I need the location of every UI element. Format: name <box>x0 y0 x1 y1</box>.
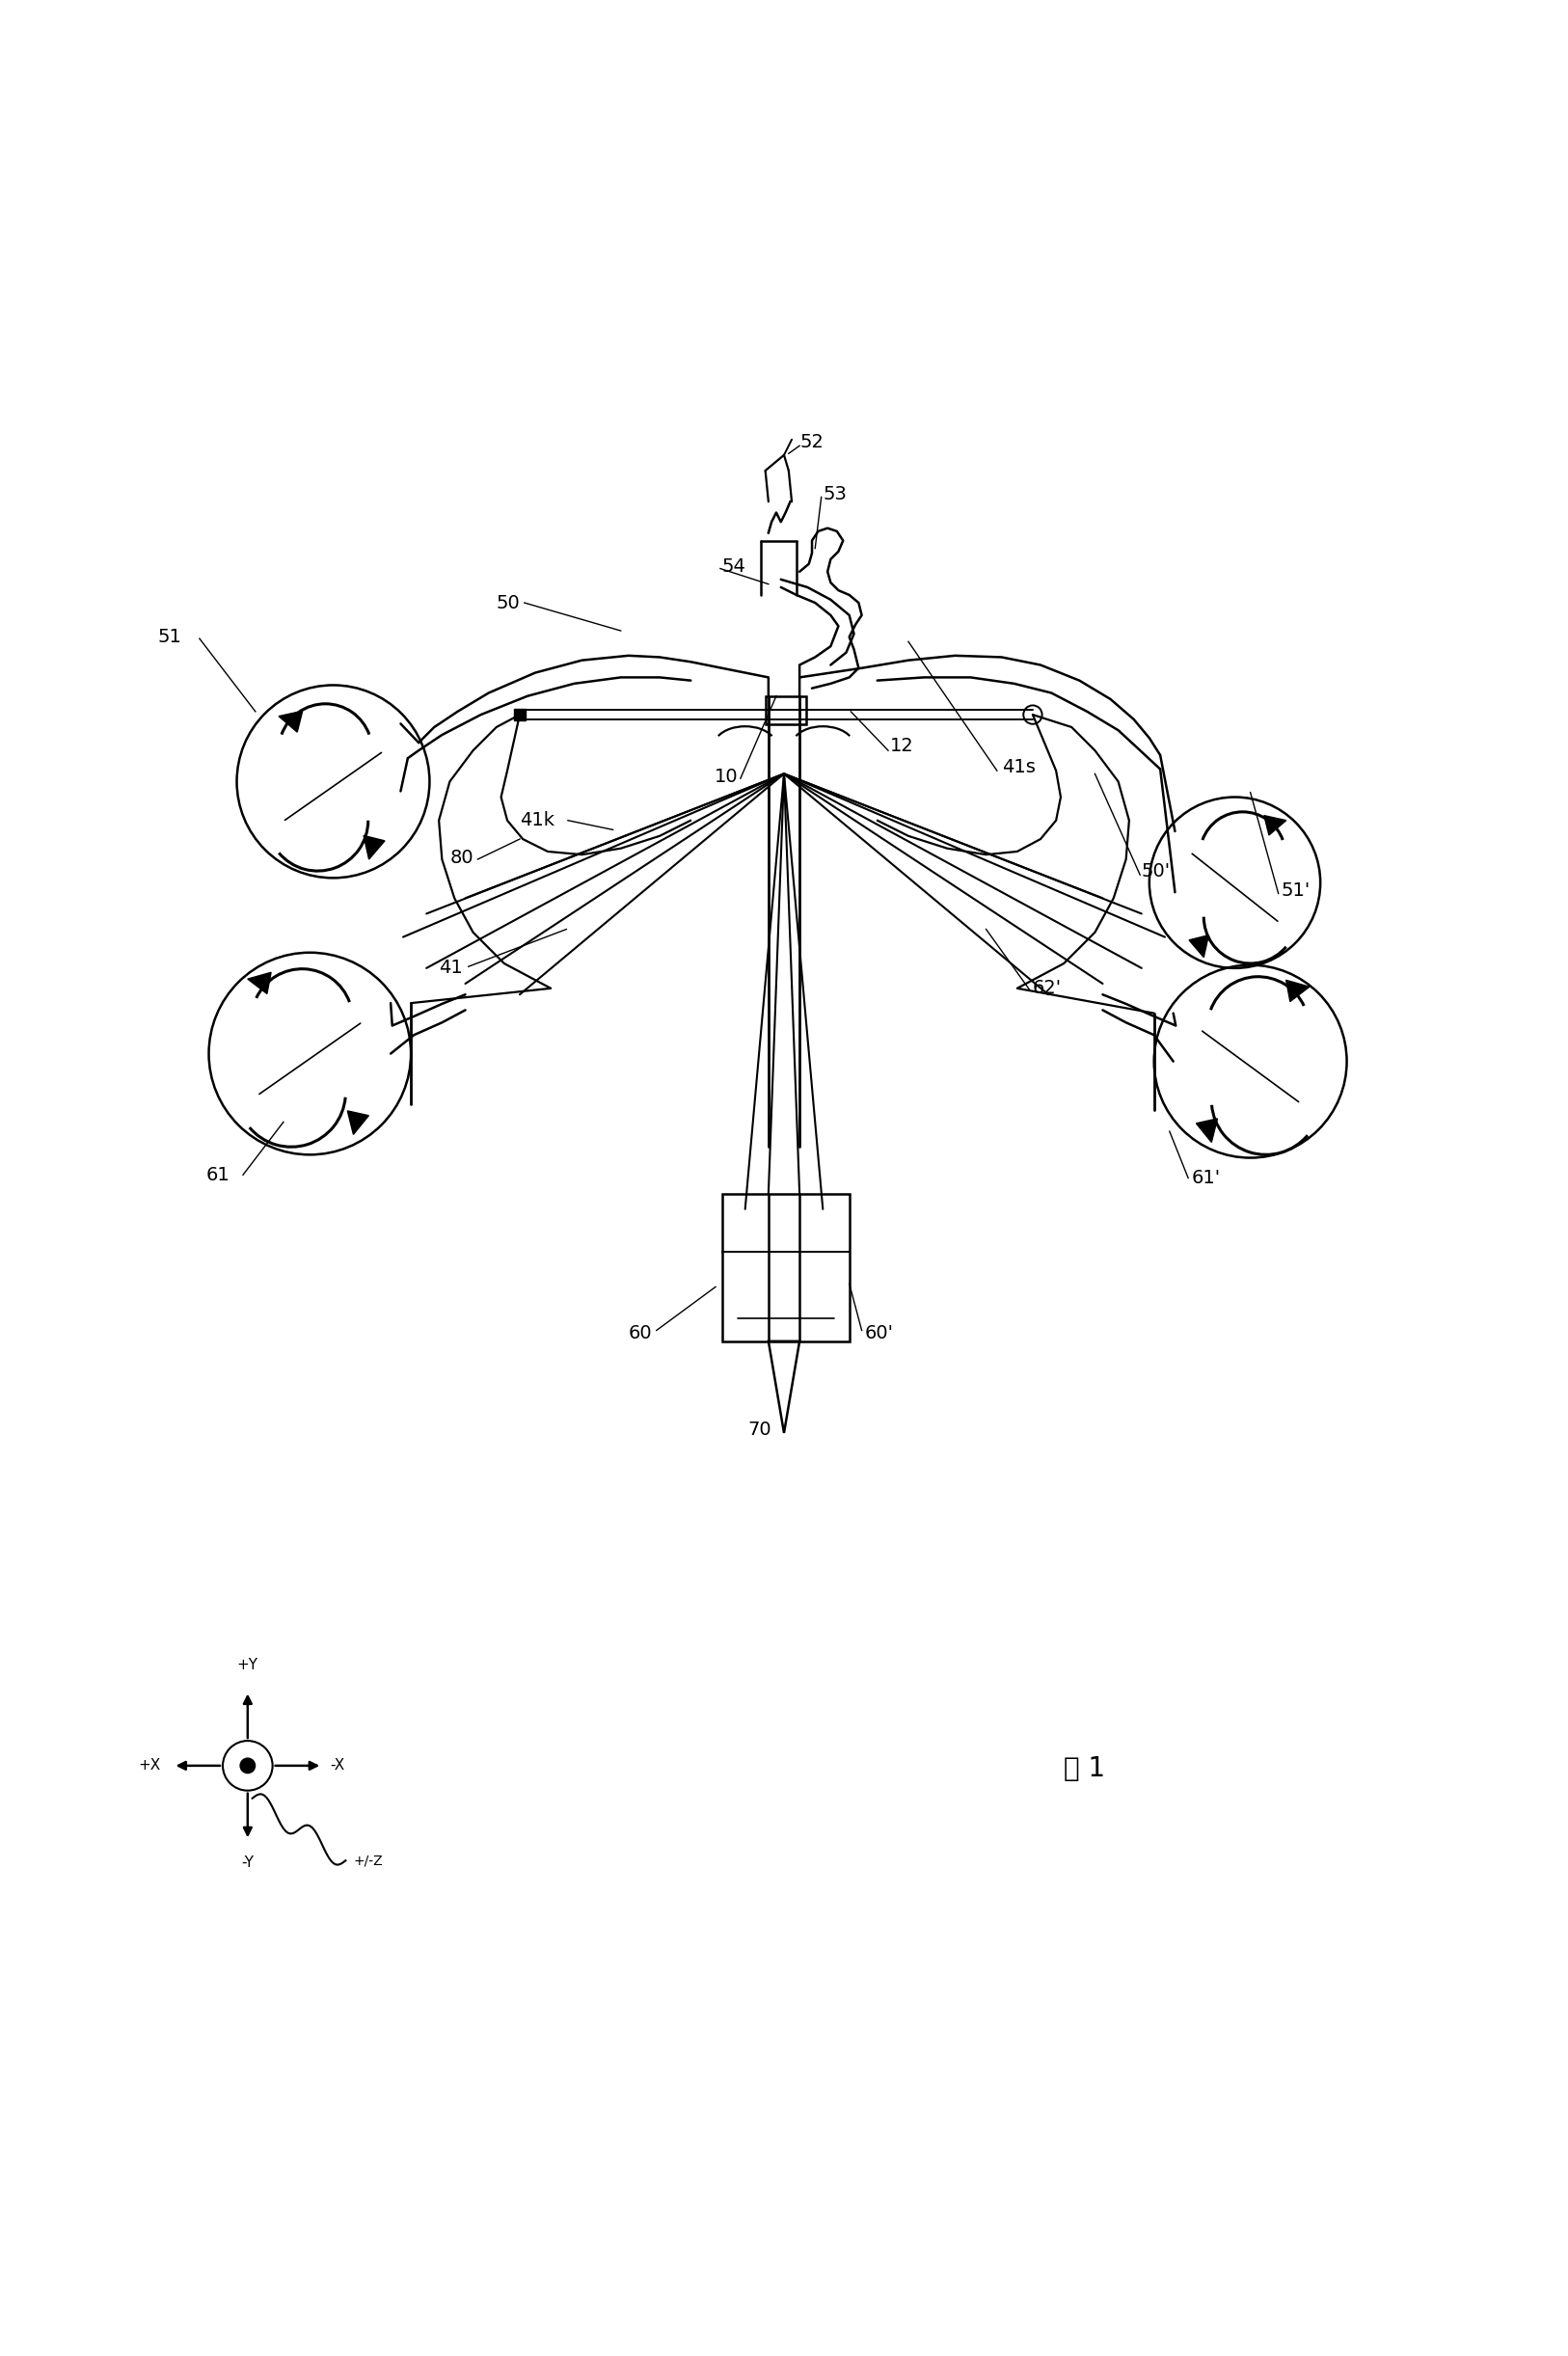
Text: 50: 50 <box>497 594 521 613</box>
Polygon shape <box>279 712 303 733</box>
Text: 60': 60' <box>866 1324 894 1343</box>
Text: +/-Z: +/-Z <box>353 1854 383 1868</box>
Text: 12: 12 <box>889 737 914 754</box>
Text: 10: 10 <box>713 768 739 787</box>
Text: 70: 70 <box>748 1421 771 1440</box>
Text: 图 1: 图 1 <box>1063 1755 1105 1781</box>
Text: 51': 51' <box>1281 881 1311 900</box>
Circle shape <box>240 1758 256 1774</box>
Polygon shape <box>1264 815 1286 834</box>
Text: 41k: 41k <box>519 810 555 829</box>
Text: 54: 54 <box>721 558 746 577</box>
Text: 62': 62' <box>1033 980 1062 997</box>
Text: 61': 61' <box>1192 1169 1220 1187</box>
Text: 52: 52 <box>800 434 823 452</box>
Polygon shape <box>1286 980 1309 1001</box>
Text: -Y: -Y <box>241 1857 254 1871</box>
Text: 53: 53 <box>823 485 847 504</box>
Polygon shape <box>514 709 525 721</box>
Text: 60: 60 <box>629 1324 652 1343</box>
Polygon shape <box>1189 935 1209 957</box>
Polygon shape <box>248 973 271 994</box>
Text: 51: 51 <box>157 627 182 646</box>
Polygon shape <box>1196 1119 1217 1143</box>
Text: 61: 61 <box>205 1166 229 1185</box>
Text: 41: 41 <box>439 959 463 978</box>
Polygon shape <box>364 836 384 860</box>
Text: +Y: +Y <box>237 1659 259 1673</box>
Polygon shape <box>348 1112 368 1136</box>
Text: 41s: 41s <box>1002 759 1035 777</box>
Text: +X: +X <box>138 1758 160 1774</box>
Text: 80: 80 <box>450 848 474 867</box>
Text: 50': 50' <box>1142 862 1171 881</box>
Text: -X: -X <box>329 1758 345 1774</box>
